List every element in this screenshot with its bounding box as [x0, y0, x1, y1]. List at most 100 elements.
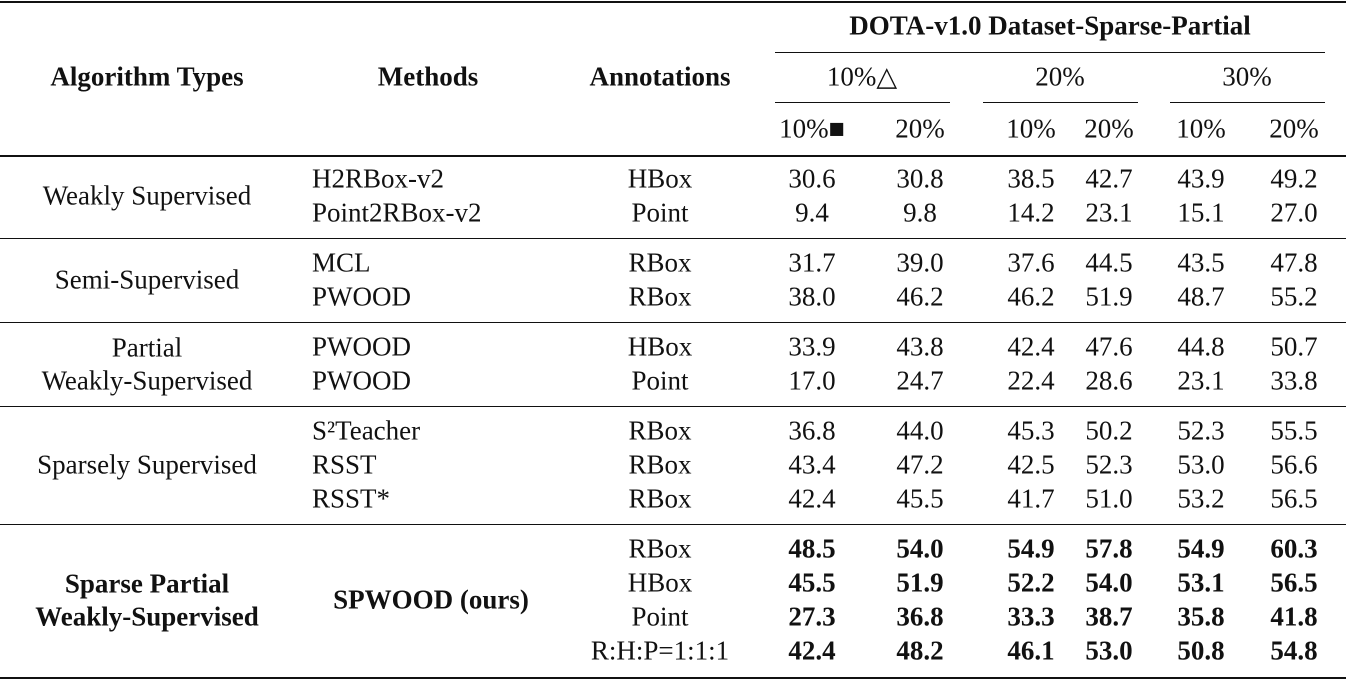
value-cell: 37.6: [1007, 247, 1055, 278]
value-cell: 56.5: [1270, 483, 1318, 514]
value-cell: 33.3: [1007, 601, 1055, 632]
value-cell: 38.7: [1085, 601, 1133, 632]
rule: [1170, 102, 1325, 103]
value-cell: 36.8: [788, 415, 836, 446]
rule: [775, 52, 1325, 53]
value-cell: 45.5: [896, 483, 944, 514]
value-cell: 48.5: [788, 533, 836, 564]
value-cell: 53.0: [1085, 635, 1133, 666]
algorithm-type: Weakly-Supervised: [41, 365, 253, 395]
column-header: Methods: [377, 61, 479, 92]
method: RSST*: [312, 483, 391, 514]
value-cell: 42.4: [1007, 331, 1055, 362]
value-cell: 51.9: [896, 567, 944, 598]
value-cell: 42.4: [788, 635, 836, 666]
value-cell: 36.8: [896, 601, 944, 632]
value-cell: 33.9: [788, 331, 836, 362]
rule: [0, 406, 1346, 407]
algorithm-type: Weakly-Supervised: [35, 601, 259, 631]
value-cell: 43.4: [788, 449, 836, 480]
algorithm-type: Semi-Supervised: [54, 264, 240, 295]
column-header: Annotations: [589, 61, 731, 92]
value-cell: 39.0: [896, 247, 944, 278]
value-cell: 44.5: [1085, 247, 1133, 278]
ratio-header: 30%: [1222, 61, 1272, 92]
subratio-header: 10%: [1006, 113, 1056, 144]
value-cell: 46.2: [896, 281, 944, 312]
value-cell: 30.8: [896, 163, 944, 194]
annotation: HBox: [627, 163, 693, 194]
value-cell: 33.8: [1270, 365, 1318, 396]
value-cell: 35.8: [1177, 601, 1225, 632]
rule: [0, 524, 1346, 525]
value-cell: 44.0: [896, 415, 944, 446]
rule: [0, 1, 1346, 3]
value-cell: 15.1: [1177, 197, 1225, 228]
rule: [0, 238, 1346, 239]
value-cell: 60.3: [1270, 533, 1318, 564]
value-cell: 31.7: [788, 247, 836, 278]
value-cell: 55.2: [1270, 281, 1318, 312]
annotation: RBox: [628, 449, 692, 480]
column-header: Algorithm Types: [50, 61, 244, 92]
subratio-header: 20%: [895, 113, 945, 144]
ratio-header: 10%△: [826, 61, 898, 92]
value-cell: 46.1: [1007, 635, 1055, 666]
method: PWOOD: [312, 365, 411, 396]
value-cell: 54.0: [1085, 567, 1133, 598]
subratio-header: 20%: [1269, 113, 1319, 144]
annotation: RBox: [628, 483, 692, 514]
value-cell: 47.2: [896, 449, 944, 480]
rule: [0, 322, 1346, 323]
value-cell: 53.0: [1177, 449, 1225, 480]
group-title: DOTA-v1.0 Dataset-Sparse-Partial: [849, 10, 1251, 41]
ratio-header: 20%: [1035, 61, 1085, 92]
value-cell: 52.3: [1085, 449, 1133, 480]
annotation: RBox: [628, 281, 692, 312]
value-cell: 14.2: [1007, 197, 1055, 228]
value-cell: 57.8: [1085, 533, 1133, 564]
value-cell: 9.8: [903, 197, 937, 228]
value-cell: 43.5: [1177, 247, 1225, 278]
value-cell: 52.3: [1177, 415, 1225, 446]
method: S²Teacher: [312, 415, 421, 446]
value-cell: 30.6: [788, 163, 836, 194]
value-cell: 42.7: [1085, 163, 1133, 194]
value-cell: 38.5: [1007, 163, 1055, 194]
value-cell: 41.7: [1007, 483, 1055, 514]
value-cell: 52.2: [1007, 567, 1055, 598]
value-cell: 43.8: [896, 331, 944, 362]
annotation: HBox: [627, 331, 693, 362]
algorithm-type: Sparsely Supervised: [37, 449, 257, 480]
annotation: RBox: [628, 415, 692, 446]
subratio-header: 10%■: [779, 113, 845, 144]
value-cell: 44.8: [1177, 331, 1225, 362]
value-cell: 24.7: [896, 365, 944, 396]
method: MCL: [312, 247, 371, 278]
value-cell: 54.9: [1177, 533, 1225, 564]
value-cell: 50.7: [1270, 331, 1318, 362]
method: SPWOOD (ours): [333, 584, 529, 615]
method: H2RBox-v2: [312, 163, 445, 194]
value-cell: 53.1: [1177, 567, 1225, 598]
annotation: Point: [631, 601, 689, 632]
method: RSST: [312, 449, 377, 480]
value-cell: 9.4: [795, 197, 829, 228]
subratio-header: 20%: [1084, 113, 1134, 144]
value-cell: 49.2: [1270, 163, 1318, 194]
algorithm-type: Partial: [111, 332, 183, 362]
algorithm-type: Weakly Supervised: [42, 180, 252, 211]
value-cell: 42.4: [788, 483, 836, 514]
value-cell: 47.6: [1085, 331, 1133, 362]
value-cell: 51.0: [1085, 483, 1133, 514]
value-cell: 46.2: [1007, 281, 1055, 312]
subratio-header: 10%: [1176, 113, 1226, 144]
rule: [983, 102, 1138, 103]
value-cell: 23.1: [1085, 197, 1133, 228]
method: PWOOD: [312, 331, 411, 362]
value-cell: 55.5: [1270, 415, 1318, 446]
rule: [0, 677, 1346, 679]
value-cell: 28.6: [1085, 365, 1133, 396]
method: PWOOD: [312, 281, 411, 312]
value-cell: 47.8: [1270, 247, 1318, 278]
